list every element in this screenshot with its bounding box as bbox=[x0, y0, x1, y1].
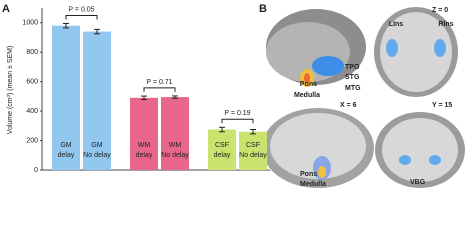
bar-label: delay bbox=[58, 152, 75, 159]
figure: A Volume (cm³) (mean ± SEM) 0 200 400 600 80… bbox=[2, 0, 474, 190]
significance-bracket bbox=[221, 118, 254, 124]
activation bbox=[386, 39, 398, 57]
activation bbox=[429, 155, 441, 165]
region-label: RIns bbox=[438, 21, 453, 28]
y-axis-label: Volume (cm³) (mean ± SEM) bbox=[7, 46, 14, 135]
y-tick-label: 1000 bbox=[22, 20, 38, 27]
brain-axial-inner bbox=[380, 12, 452, 92]
bar-label: No delay bbox=[161, 152, 189, 159]
annotation: P = 0.71 bbox=[146, 79, 172, 86]
bar bbox=[52, 25, 80, 170]
significance-bracket bbox=[143, 87, 176, 92]
panel-label: B bbox=[259, 3, 267, 15]
bar bbox=[208, 129, 236, 170]
region-label: Pons bbox=[300, 171, 317, 178]
activation bbox=[312, 56, 344, 76]
bar-label: WM bbox=[138, 142, 151, 149]
annotation: P = 0.05 bbox=[68, 6, 94, 13]
bar-label: CSF bbox=[215, 142, 229, 149]
brain-coronal-inner bbox=[382, 118, 458, 182]
region-label: Medulla bbox=[300, 181, 326, 188]
brain-images bbox=[256, 0, 474, 190]
region-label: Z = 0 bbox=[432, 7, 448, 14]
significance-bracket bbox=[65, 14, 98, 20]
bar-label: delay bbox=[214, 152, 231, 159]
y-tick-label: 0 bbox=[34, 167, 38, 174]
bar bbox=[239, 131, 267, 170]
brain-sagittal-inner bbox=[270, 113, 366, 179]
bar bbox=[130, 97, 158, 170]
y-tick-label: 400 bbox=[26, 108, 38, 115]
bar-label: WM bbox=[169, 142, 182, 149]
region-label: VBG bbox=[410, 179, 426, 186]
activation bbox=[304, 73, 310, 83]
region-label: Medulla bbox=[294, 92, 320, 99]
activation bbox=[399, 155, 411, 165]
region-label: Y = 15 bbox=[432, 102, 452, 109]
region-label: LIns bbox=[389, 21, 403, 28]
panel-label: A bbox=[2, 3, 10, 15]
region-label: Pons bbox=[300, 81, 317, 88]
bar-label: CSF bbox=[246, 142, 260, 149]
activation bbox=[318, 166, 326, 178]
bar bbox=[83, 31, 111, 171]
annotation: P = 0.19 bbox=[224, 110, 250, 117]
bar-label: GM bbox=[60, 142, 71, 149]
bar-label: GM bbox=[91, 142, 102, 149]
region-label: MTG bbox=[345, 85, 361, 92]
region-label: STG bbox=[345, 74, 360, 81]
y-tick-label: 800 bbox=[26, 49, 38, 56]
bar bbox=[161, 97, 189, 170]
y-tick-label: 200 bbox=[26, 137, 38, 144]
region-label: TPO bbox=[345, 64, 360, 71]
activation bbox=[434, 39, 446, 57]
bar-label: delay bbox=[136, 152, 153, 159]
region-label: X = 6 bbox=[340, 102, 357, 109]
y-tick-label: 600 bbox=[26, 78, 38, 85]
bar-label: No delay bbox=[83, 152, 111, 159]
bar-label: No delay bbox=[239, 152, 267, 159]
